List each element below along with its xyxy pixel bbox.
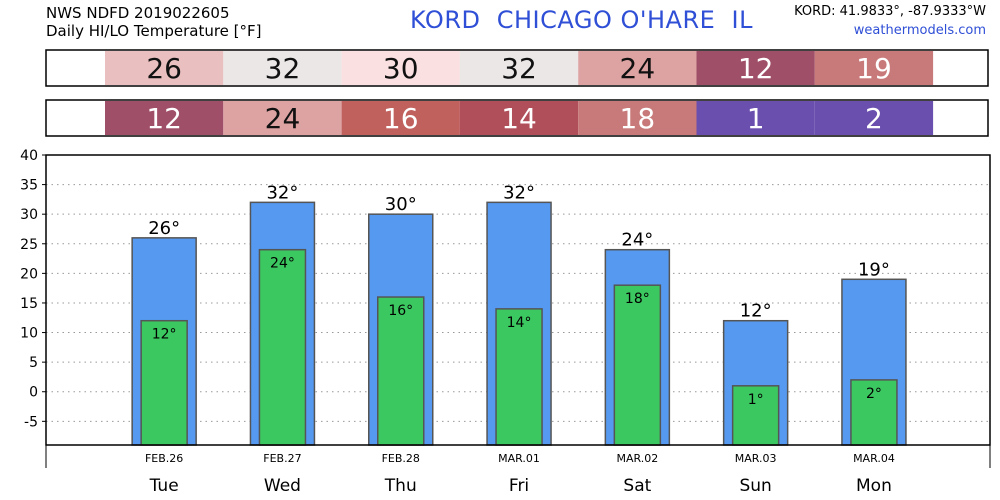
weekday-label: Sat	[623, 476, 651, 496]
lo-cell-value: 14	[501, 102, 537, 135]
chart-subtitle: Daily HI/LO Temperature [°F]	[46, 22, 262, 40]
lo-cell-value: 12	[146, 102, 182, 135]
hi-value-label: 12°	[740, 301, 772, 322]
gridlines	[46, 184, 990, 422]
lo-value-label: 12°	[152, 327, 177, 343]
y-tick-label: 10	[20, 326, 38, 342]
date-label: FEB.28	[382, 452, 420, 465]
lo-bar	[613, 284, 662, 446]
station-coordinates: KORD: 41.9833°, -87.9333°W	[794, 4, 986, 19]
y-tick-label: 15	[20, 296, 38, 312]
hi-cell-value: 26	[146, 52, 182, 85]
weekday-label: Sun	[739, 476, 771, 496]
lo-bar	[731, 385, 780, 446]
hi-cell	[814, 51, 934, 85]
hi-value-label: 24°	[621, 230, 653, 251]
x-axis-labels: FEB.26 Tue FEB.27 Wed FEB.28 Thu MAR.01 Fri MAR.…	[45, 445, 991, 496]
hi-cell-value: 12	[738, 52, 774, 85]
hi-value-label: 19°	[858, 259, 890, 280]
date-label: MAR.04	[853, 452, 895, 465]
hi-cell	[459, 51, 579, 85]
y-tick-label: 25	[20, 237, 38, 253]
hi-cell-value: 32	[501, 52, 537, 85]
y-axis-ticks: 40 35 30 25 20 15 10 5 0 -5	[20, 148, 46, 430]
y-tick-label: 30	[20, 207, 38, 223]
lo-value-label: 14°	[507, 315, 532, 331]
hi-cell-value: 19	[856, 52, 892, 85]
station-title: KORD CHICAGO O'HARE IL	[410, 6, 753, 34]
weekday-label: Wed	[264, 476, 301, 496]
lo-cell	[578, 101, 697, 135]
lo-bar	[258, 248, 307, 446]
lo-cell-value: 2	[865, 102, 883, 135]
date-label: MAR.02	[616, 452, 658, 465]
bars: 26° 12° 32° 24° 30° 16° 32° 14° 24° 18° 12° 1° 19° 2°	[131, 182, 907, 446]
hi-cell	[578, 51, 697, 85]
lo-value-label: 18°	[625, 291, 650, 307]
hi-cell	[223, 51, 342, 85]
y-tick-label: 35	[20, 178, 38, 194]
hi-cell	[105, 51, 224, 85]
hi-value-label: 26°	[148, 218, 180, 239]
hi-value-label: 30°	[385, 194, 417, 215]
lo-cell	[814, 101, 934, 135]
weekday-label: Thu	[384, 476, 417, 496]
site-link[interactable]: weathermodels.com	[853, 23, 986, 38]
lo-cell-value: 1	[747, 102, 765, 135]
lo-bar	[850, 379, 898, 446]
y-tick-label: 20	[20, 266, 38, 282]
hi-cell	[341, 51, 460, 85]
weekday-label: Mon	[856, 476, 892, 496]
lo-value-label: 2°	[866, 386, 882, 402]
hi-cell-value: 32	[265, 52, 301, 85]
weekday-label: Tue	[149, 476, 179, 496]
y-tick-label: 5	[29, 355, 38, 371]
date-label: FEB.26	[145, 452, 183, 465]
plot-frame	[45, 154, 991, 446]
lo-cell-value: 24	[265, 102, 301, 135]
y-tick-label: -5	[24, 414, 38, 430]
hi-cell-value: 24	[620, 52, 656, 85]
hi-cell-value: 30	[383, 52, 419, 85]
hi-cell	[696, 51, 815, 85]
lo-cell	[459, 101, 579, 135]
product-title: NWS NDFD 2019022605	[46, 4, 230, 22]
hi-value-label: 32°	[503, 182, 535, 203]
lo-value-label: 1°	[748, 392, 764, 408]
lo-cell	[223, 101, 342, 135]
lo-cell-value: 18	[620, 102, 656, 135]
lo-bar	[495, 308, 543, 446]
lo-cell	[696, 101, 815, 135]
date-label: FEB.27	[263, 452, 301, 465]
lo-cell	[341, 101, 460, 135]
y-tick-label: 0	[29, 385, 38, 401]
lo-value-label: 16°	[388, 303, 413, 319]
date-label: MAR.03	[735, 452, 777, 465]
lo-bar	[140, 319, 188, 446]
weekday-label: Fri	[509, 476, 529, 496]
lo-value-label: 24°	[270, 256, 295, 272]
hi-value-label: 32°	[266, 182, 298, 203]
date-label: MAR.01	[498, 452, 540, 465]
y-tick-label: 40	[20, 148, 38, 164]
lo-cell-value: 16	[383, 102, 419, 135]
lo-bar	[377, 296, 425, 446]
lo-cell	[105, 101, 224, 135]
